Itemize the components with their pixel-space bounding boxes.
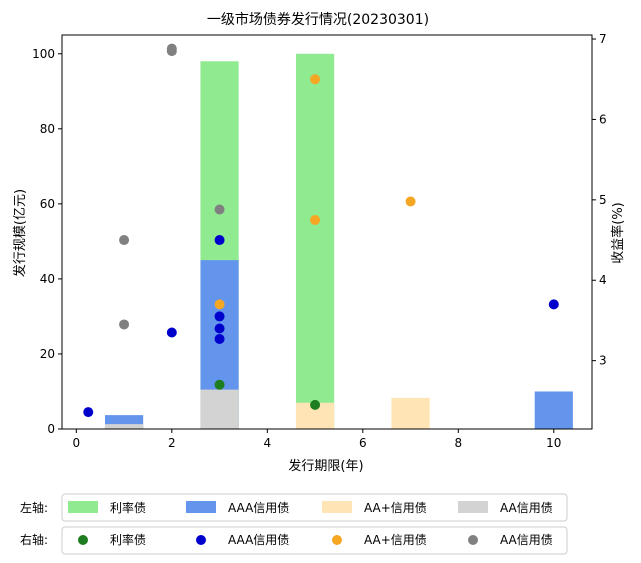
y-right-tick-label-4: 7 [599,32,607,46]
x-tick-label-2: 4 [263,436,271,450]
y-left-tick-label-3: 60 [40,197,55,211]
legend-left-axis: 左轴: 利率债 AAA信用债 AA+信用债 AA信用债 [20,493,568,522]
point-s0-p0 [214,379,225,390]
legend-point-label-0: 利率债 [110,532,146,547]
legend-point-marker-3 [468,535,478,545]
y-left-tick-label-4: 80 [40,122,55,136]
point-s3-p3 [166,46,177,57]
legend-point-marker-2 [332,535,342,545]
point-s2-p3 [405,196,416,207]
y-right-axis: 3 4 5 6 7 [592,32,607,368]
point-s1-p0 [83,407,94,418]
legend-left-axis-box [61,493,568,522]
bar-s3-p1 [200,389,239,429]
point-s2-p1 [310,74,321,85]
point-s1-p6 [548,299,559,310]
y-left-tick-label-1: 20 [40,347,55,361]
legend-bar-swatch-1 [186,501,216,513]
point-s3-p4 [214,204,225,215]
y-right-tick-label-0: 3 [599,354,607,368]
bar-s1-p2 [534,391,573,429]
y-left-axis-label: 发行规模(亿元) [12,189,28,277]
legend-right-axis-label: 右轴: [20,532,48,547]
legend-bar-swatch-3 [458,501,488,513]
legend-left-axis-label: 左轴: [20,500,48,515]
point-s1-p3 [214,311,225,322]
bar-s3-p0 [104,424,144,429]
x-axis-label: 发行期限(年) [288,458,363,474]
x-tick-label-1: 2 [168,436,176,450]
chart-title: 一级市场债券发行情况(20230301) [207,11,429,28]
legend-bar-label-3: AA信用债 [500,501,553,515]
y-right-tick-label-1: 4 [599,273,607,287]
legend-right-axis: 右轴: 利率债 AAA信用债 AA+信用债 AA信用债 [20,526,568,555]
x-tick-label-0: 0 [73,436,81,450]
legend-point-label-2: AA+信用债 [364,533,427,547]
x-tick-label-3: 6 [359,436,367,450]
scatter-layer [83,43,559,418]
y-left-tick-label-5: 100 [32,47,55,61]
legend-bar-label-2: AA+信用债 [364,501,427,515]
point-s1-p1 [166,327,177,338]
y-left-tick-label-2: 40 [40,272,55,286]
legend-bar-swatch-2 [322,501,352,513]
point-s0-p1 [310,399,321,410]
legend-point-marker-1 [196,535,206,545]
legend-point-label-3: AA信用债 [500,533,553,547]
y-left-tick-label-0: 0 [47,422,55,436]
x-axis: 0 2 4 6 8 10 [73,429,561,450]
point-s1-p2 [214,235,225,246]
y-left-axis: 0 20 40 60 80 100 [32,47,62,436]
point-s3-p1 [119,319,130,330]
plot-frame [61,34,593,430]
legend-bar-label-1: AAA信用债 [228,501,289,515]
x-tick-label-5: 10 [546,436,561,450]
x-tick-label-4: 8 [454,436,462,450]
bar-s0-p1 [295,53,335,430]
point-s1-p5 [214,333,225,344]
legend-point-label-1: AAA信用债 [228,533,289,547]
y-right-tick-label-3: 6 [599,112,607,126]
point-s2-p2 [310,214,321,225]
legend-bar-label-0: 利率债 [110,500,146,515]
y-right-tick-label-2: 5 [599,193,607,207]
legend-point-marker-0 [78,535,88,545]
bars-layer [104,53,573,430]
legend-bar-swatch-0 [68,501,98,513]
legend-right-axis-box [61,526,568,555]
point-s1-p4 [214,323,225,334]
y-right-axis-label: 收益率(%) [610,202,626,264]
bar-s2-p1 [391,397,430,429]
point-s3-p0 [119,235,130,246]
point-s2-p0 [214,299,225,310]
